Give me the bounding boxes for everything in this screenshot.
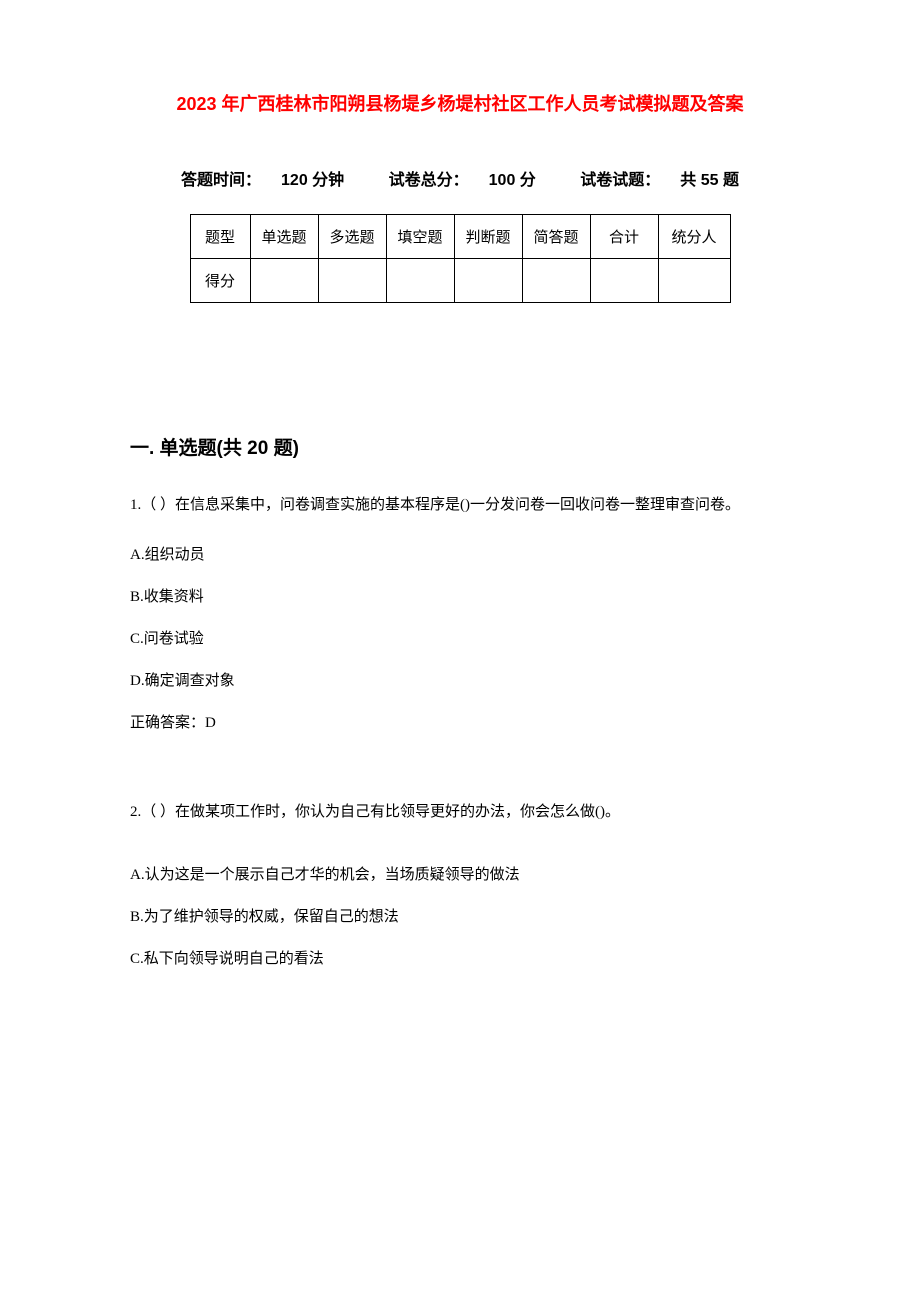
question-text: 1.（ ）在信息采集中，问卷调查实施的基本程序是()一分发问卷一回收问卷一整理审… — [130, 488, 790, 523]
th-judge: 判断题 — [454, 215, 522, 259]
td-empty — [386, 259, 454, 303]
question-1: 1.（ ）在信息采集中，问卷调查实施的基本程序是()一分发问卷一回收问卷一整理审… — [130, 488, 790, 735]
table-score-row: 得分 — [190, 259, 730, 303]
th-multi: 多选题 — [318, 215, 386, 259]
option-a: A.组织动员 — [130, 543, 790, 567]
td-score-label: 得分 — [190, 259, 250, 303]
option-b: B.为了维护领导的权威，保留自己的想法 — [130, 905, 790, 929]
td-empty — [658, 259, 730, 303]
th-scorer: 统分人 — [658, 215, 730, 259]
th-fill: 填空题 — [386, 215, 454, 259]
td-empty — [590, 259, 658, 303]
question-2: 2.（ ）在做某项工作时，你认为自己有比领导更好的办法，你会怎么做()。 A.认… — [130, 795, 790, 972]
exam-info-row: 答题时间：120 分钟 试卷总分：100 分 试卷试题：共 55 题 — [130, 166, 790, 190]
option-c: C.问卷试验 — [130, 627, 790, 651]
th-total: 合计 — [590, 215, 658, 259]
option-a: A.认为这是一个展示自己才华的机会，当场质疑领导的做法 — [130, 863, 790, 887]
question-text: 2.（ ）在做某项工作时，你认为自己有比领导更好的办法，你会怎么做()。 — [130, 795, 790, 830]
answer-line: 正确答案：D — [130, 711, 790, 735]
th-short: 简答题 — [522, 215, 590, 259]
th-single: 单选题 — [250, 215, 318, 259]
td-empty — [250, 259, 318, 303]
option-d: D.确定调查对象 — [130, 669, 790, 693]
time-label: 答题时间：120 分钟 — [171, 172, 354, 189]
td-empty — [318, 259, 386, 303]
td-empty — [454, 259, 522, 303]
table-header-row: 题型 单选题 多选题 填空题 判断题 简答题 合计 统分人 — [190, 215, 730, 259]
option-b: B.收集资料 — [130, 585, 790, 609]
count-label: 试卷试题：共 55 题 — [570, 172, 749, 189]
option-c: C.私下向领导说明自己的看法 — [130, 947, 790, 971]
td-empty — [522, 259, 590, 303]
section-heading-1: 一. 单选题(共 20 题) — [130, 433, 790, 460]
score-table: 题型 单选题 多选题 填空题 判断题 简答题 合计 统分人 得分 — [190, 214, 731, 303]
total-label: 试卷总分：100 分 — [379, 172, 546, 189]
th-type: 题型 — [190, 215, 250, 259]
exam-title: 2023 年广西桂林市阳朔县杨堤乡杨堤村社区工作人员考试模拟题及答案 — [130, 90, 790, 116]
